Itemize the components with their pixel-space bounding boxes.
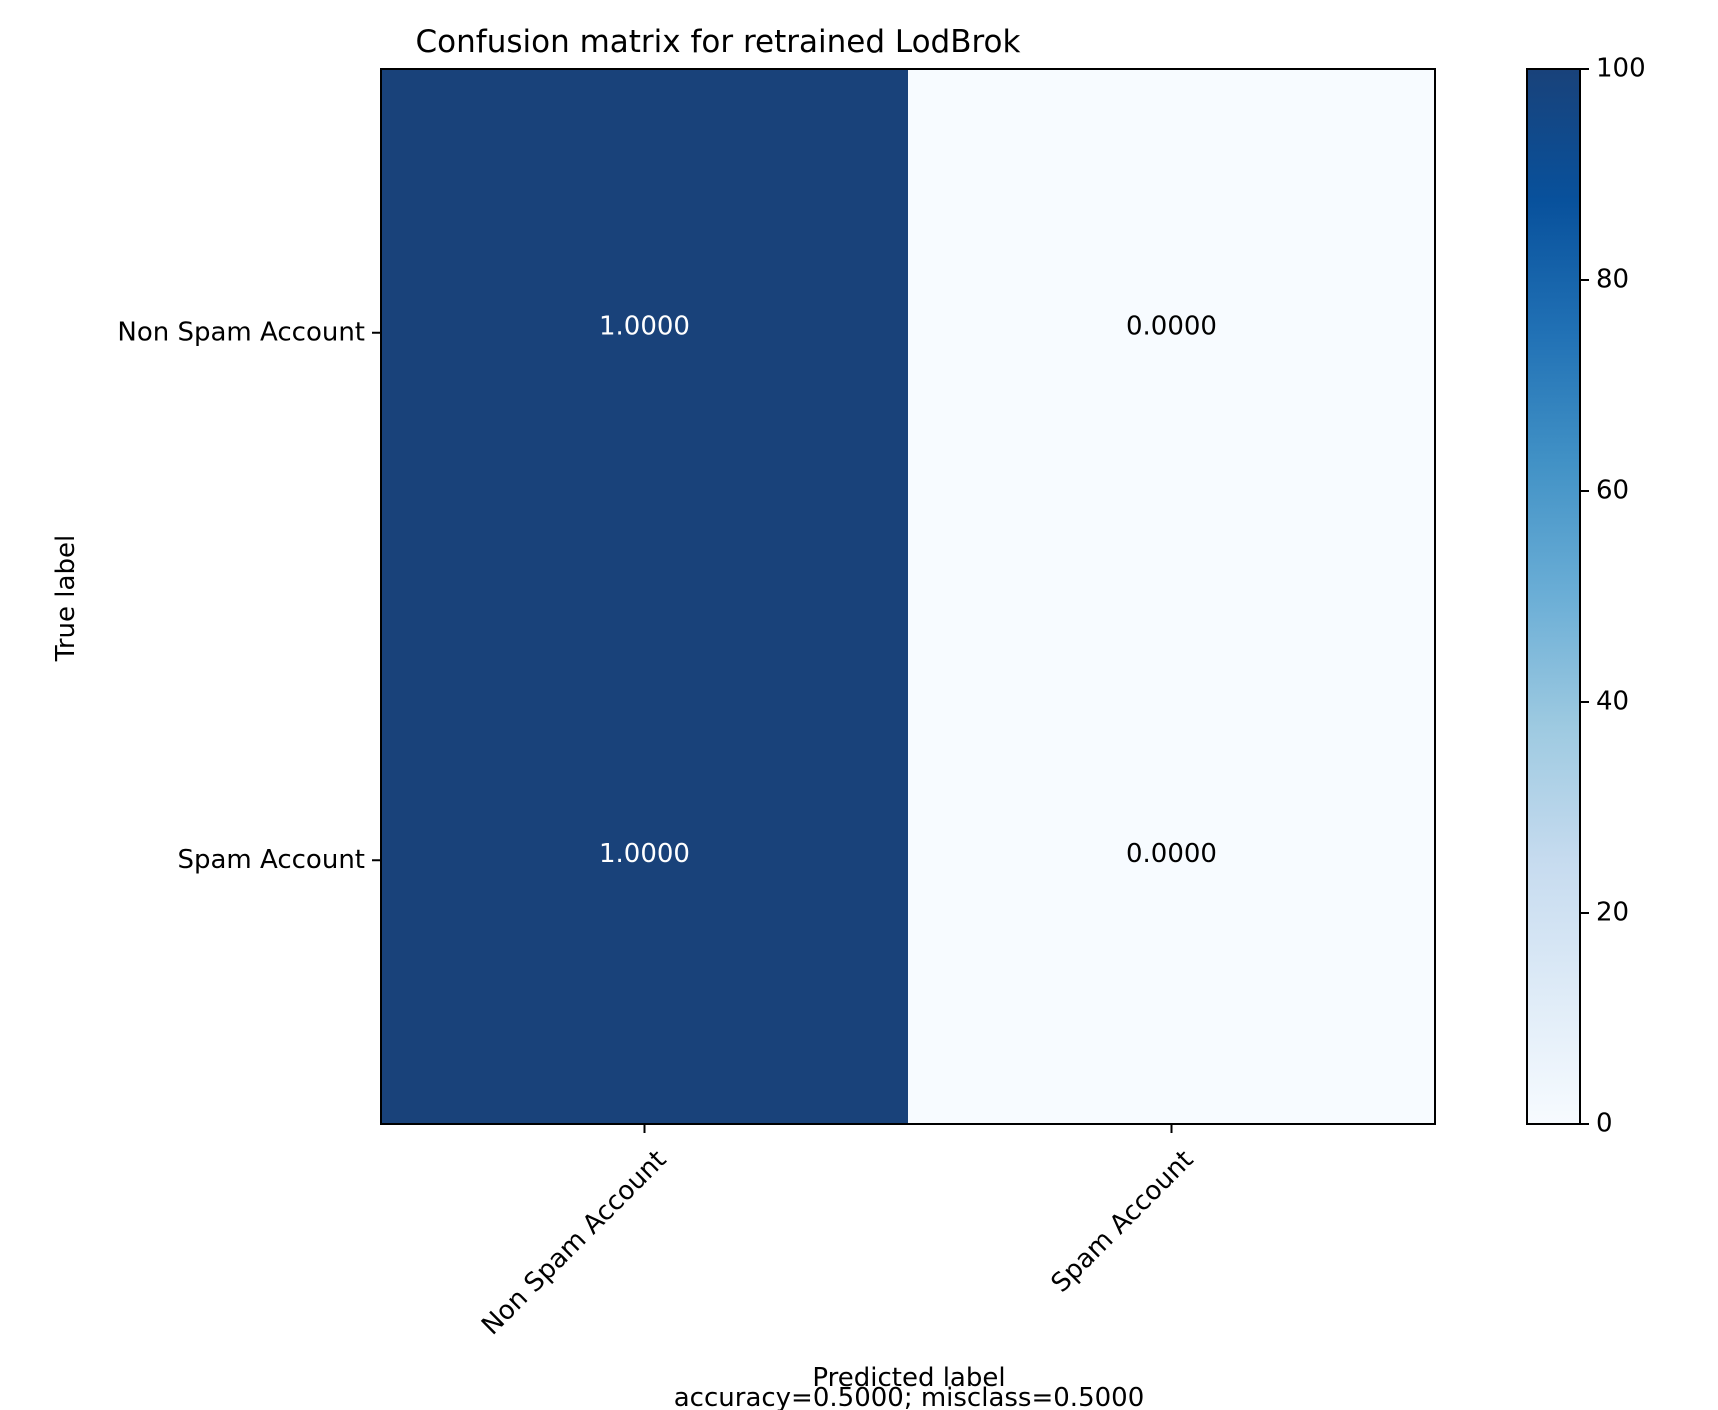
colorbar-tick-label: 20 bbox=[1596, 898, 1629, 928]
cell-value-r1-c0: 1.0000 bbox=[599, 839, 690, 869]
plot-frame bbox=[380, 68, 1436, 1125]
colorbar-ticks: 0 20 40 60 80 100 bbox=[1580, 54, 1646, 1139]
heatmap-cells bbox=[381, 69, 1436, 1125]
heatmap-cell-r0-c1 bbox=[908, 69, 1436, 597]
heatmap-cell-r1-c0 bbox=[381, 596, 909, 1125]
y-axis-ticks: Non Spam Account Spam Account bbox=[117, 317, 381, 875]
cell-value-labels: 1.0000 0.0000 1.0000 0.0000 bbox=[599, 311, 1217, 869]
colorbar bbox=[1526, 68, 1581, 1125]
x-tick-label: Spam Account bbox=[1046, 1145, 1200, 1299]
y-tick-label: Spam Account bbox=[177, 845, 365, 875]
colorbar-tick-label: 60 bbox=[1596, 476, 1629, 506]
colorbar-tick-label: 40 bbox=[1596, 687, 1629, 717]
x-axis-ticks: Non Spam Account Spam Account bbox=[476, 1124, 1199, 1341]
y-axis-label: True label bbox=[51, 535, 81, 662]
x-axis-metrics-note: accuracy=0.5000; misclass=0.5000 bbox=[674, 1383, 1145, 1410]
x-tick-label: Non Spam Account bbox=[476, 1145, 672, 1341]
chart-title: Confusion matrix for retrained LodBrok bbox=[416, 24, 1021, 60]
cell-value-r1-c1: 0.0000 bbox=[1126, 839, 1217, 869]
y-tick-label: Non Spam Account bbox=[117, 317, 365, 347]
colorbar-tick-label: 0 bbox=[1596, 1109, 1613, 1139]
colorbar-tick-label: 80 bbox=[1596, 265, 1629, 295]
heatmap-cell-r1-c1 bbox=[908, 596, 1436, 1125]
cell-value-r0-c1: 0.0000 bbox=[1126, 311, 1217, 341]
heatmap-cell-r0-c0 bbox=[381, 69, 909, 597]
cell-value-r0-c0: 1.0000 bbox=[599, 311, 690, 341]
x-axis-label: Predicted label bbox=[812, 1363, 1005, 1393]
colorbar-tick-label: 100 bbox=[1596, 54, 1646, 84]
